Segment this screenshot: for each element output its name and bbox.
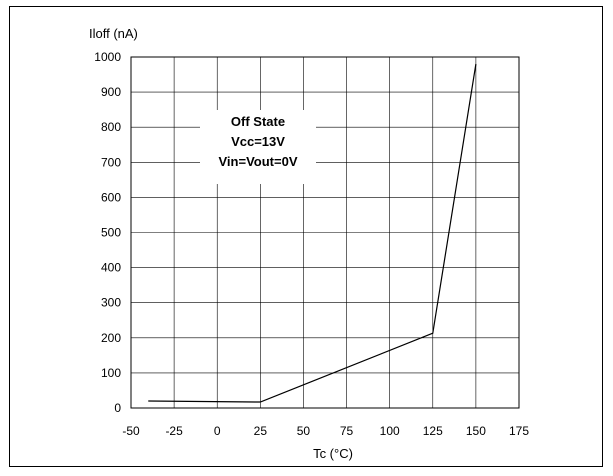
series-layer (148, 63, 477, 403)
x-tick-label: 25 (254, 424, 268, 438)
y-tick-label: 700 (101, 155, 121, 169)
grid (130, 56, 520, 409)
y-tick-labels: 0 100 200 300 400 500 600 700 800 900 1000 (94, 50, 121, 415)
x-tick-label: 0 (214, 424, 221, 438)
x-tick-label: 50 (297, 424, 311, 438)
x-tick-label: -25 (165, 424, 183, 438)
y-tick-label: 900 (101, 85, 121, 99)
annotation-box: Off State Vcc=13V Vin=Vout=0V (200, 110, 316, 184)
y-tick-label: 800 (101, 120, 121, 134)
x-tick-label: 75 (340, 424, 354, 438)
y-tick-label: 100 (101, 366, 121, 380)
x-tick-label: 100 (380, 424, 400, 438)
y-tick-label: 600 (101, 190, 121, 204)
x-axis-title: Tc (°C) (313, 446, 353, 461)
y-tick-label: 300 (101, 296, 121, 310)
x-tick-label: 175 (509, 424, 529, 438)
y-tick-label: 1000 (94, 50, 121, 64)
y-axis-title: Iloff (nA) (89, 26, 138, 41)
annotation-line-vcc: Vcc=13V (231, 134, 285, 149)
series-line (148, 63, 477, 403)
x-tick-label: 125 (423, 424, 443, 438)
x-tick-label: 150 (466, 424, 486, 438)
annotation-line-off-state: Off State (231, 114, 285, 129)
x-tick-label: -50 (122, 424, 140, 438)
plot-area (130, 56, 520, 409)
y-tick-label: 0 (114, 401, 121, 415)
y-tick-label: 400 (101, 261, 121, 275)
chart-frame (9, 6, 603, 467)
annotation-background (200, 110, 316, 184)
annotation-line-vin-vout: Vin=Vout=0V (219, 154, 298, 169)
x-tick-labels: -50 -25 0 25 50 75 100 125 150 175 (122, 424, 529, 438)
y-tick-label: 200 (101, 331, 121, 345)
y-tick-label: 500 (101, 226, 121, 240)
